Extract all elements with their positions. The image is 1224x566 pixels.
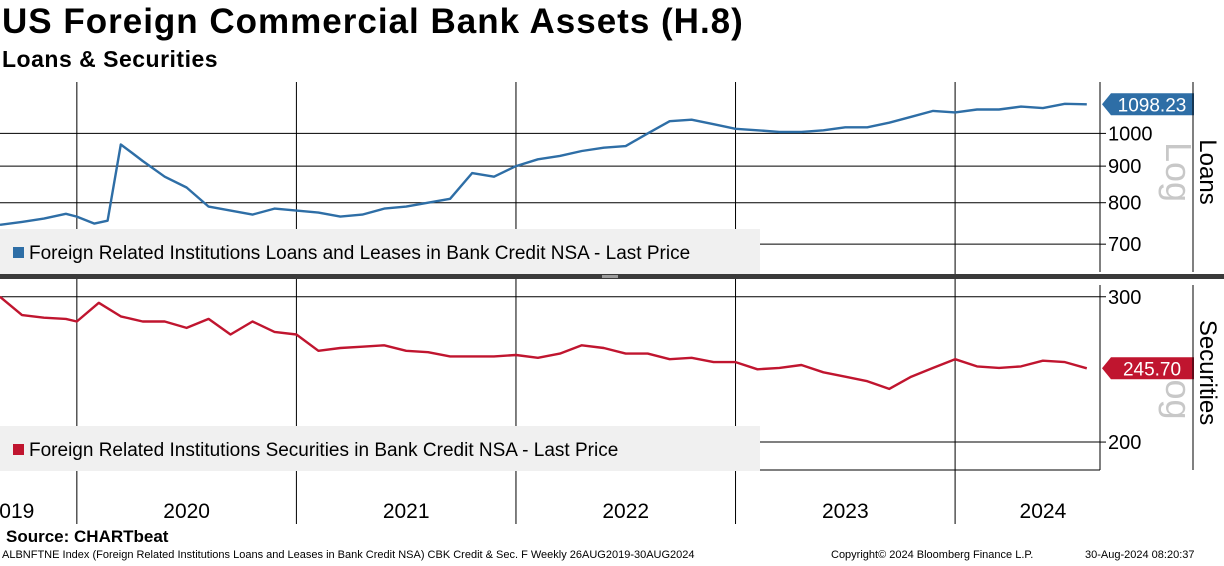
loans-legend-label: Foreign Related Institutions Loans and L… <box>29 243 690 264</box>
loans-axis-title: Loans <box>1194 139 1221 204</box>
securities-last-value-tag <box>1102 357 1194 380</box>
year-label: 2019 <box>0 500 34 523</box>
loans-legend-box <box>0 229 760 274</box>
loans-tick-label: 900 <box>1108 156 1141 178</box>
loans-scale-label: Log <box>1158 142 1199 202</box>
legend-layer: Foreign Related Institutions Loans and L… <box>0 229 760 471</box>
chart-title: US Foreign Commercial Bank Assets (H.8) <box>2 2 744 41</box>
footer-description: ALBNFTNE Index (Foreign Related Institut… <box>2 549 695 561</box>
securities-last-value-label: 245.70 <box>1123 359 1181 380</box>
panel-divider-grip[interactable] <box>602 275 618 278</box>
loans-tick-label: 800 <box>1108 193 1141 215</box>
loans-last-value-tag <box>1102 93 1194 116</box>
securities-axis-title: Securities <box>1194 320 1221 425</box>
securities-tick-label: 300 <box>1108 287 1141 309</box>
loans-last-value-label: 1098.23 <box>1118 95 1187 116</box>
chart-subtitle: Loans & Securities <box>2 46 219 72</box>
securities-legend-swatch <box>13 444 24 455</box>
securities-legend-box <box>0 426 760 471</box>
loans-tick-label: 700 <box>1108 234 1141 256</box>
loans-tick-label: 1000 <box>1108 123 1153 145</box>
year-label: 2020 <box>163 500 210 523</box>
footer-timestamp: 30-Aug-2024 08:20:37 <box>1085 549 1195 561</box>
year-label: 2024 <box>1020 500 1067 523</box>
year-label: 2021 <box>383 500 430 523</box>
securities-tick-label: 200 <box>1108 432 1141 454</box>
source-label: Source: CHARTbeat <box>6 527 169 546</box>
footer-copyright: Copyright© 2024 Bloomberg Finance L.P. <box>831 549 1034 561</box>
loans-series-line <box>0 102 1087 226</box>
securities-legend-label: Foreign Related Institutions Securities … <box>29 440 618 461</box>
loans-legend-swatch <box>13 247 24 258</box>
year-label: 2022 <box>602 500 649 523</box>
axis-layer: 1000900800700LogLoans1098.23300200LogSec… <box>0 82 1224 523</box>
securities-series-line <box>0 295 1088 391</box>
year-label: 2023 <box>822 500 869 523</box>
